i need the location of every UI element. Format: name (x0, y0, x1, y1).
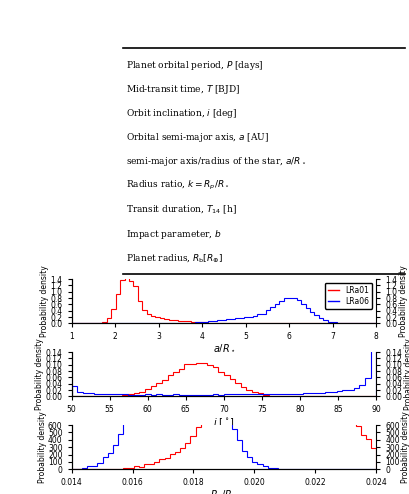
Text: Transit duration, $T_{14}$ [h]: Transit duration, $T_{14}$ [h] (126, 204, 236, 216)
Text: Orbital semi-major axis, $a$ [AU]: Orbital semi-major axis, $a$ [AU] (126, 131, 269, 144)
Y-axis label: Probability density: Probability density (35, 338, 44, 410)
Text: Planet radius, $R_\mathrm{b}[R_{\oplus}]$: Planet radius, $R_\mathrm{b}[R_{\oplus}]… (126, 252, 222, 264)
Text: Impact parameter, $b$: Impact parameter, $b$ (126, 228, 221, 241)
Text: Radius ratio, $k = R_p/R_\star$: Radius ratio, $k = R_p/R_\star$ (126, 179, 229, 193)
X-axis label: $i$ [$^\circ$]: $i$ [$^\circ$] (213, 416, 235, 430)
Text: semi-major axis/radius of the star, $a/R_\star$: semi-major axis/radius of the star, $a/R… (126, 155, 306, 168)
Text: Planet orbital period, $P$ [days]: Planet orbital period, $P$ [days] (126, 59, 263, 72)
X-axis label: $R_p/R_\star$: $R_p/R_\star$ (210, 489, 238, 494)
X-axis label: $a/R_\star$: $a/R_\star$ (213, 343, 235, 355)
Y-axis label: Probability density: Probability density (401, 412, 409, 483)
Y-axis label: Probability density: Probability density (40, 265, 49, 337)
Y-axis label: Probability density: Probability density (38, 412, 47, 483)
Y-axis label: Probability density: Probability density (399, 265, 408, 337)
Y-axis label: Probability density: Probability density (404, 338, 409, 410)
Text: Orbit inclination, $i$ [deg]: Orbit inclination, $i$ [deg] (126, 107, 237, 120)
Text: Mid-transit time, $T$ [BJD]: Mid-transit time, $T$ [BJD] (126, 83, 240, 96)
Legend: LRa01, LRa06: LRa01, LRa06 (325, 283, 373, 309)
